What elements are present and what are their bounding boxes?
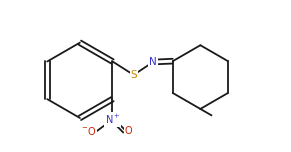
Text: S: S — [130, 70, 137, 80]
Text: $^{-}$O: $^{-}$O — [81, 125, 96, 137]
Text: N$^+$: N$^+$ — [105, 113, 120, 126]
Text: N: N — [149, 57, 157, 67]
Text: O: O — [124, 126, 132, 136]
